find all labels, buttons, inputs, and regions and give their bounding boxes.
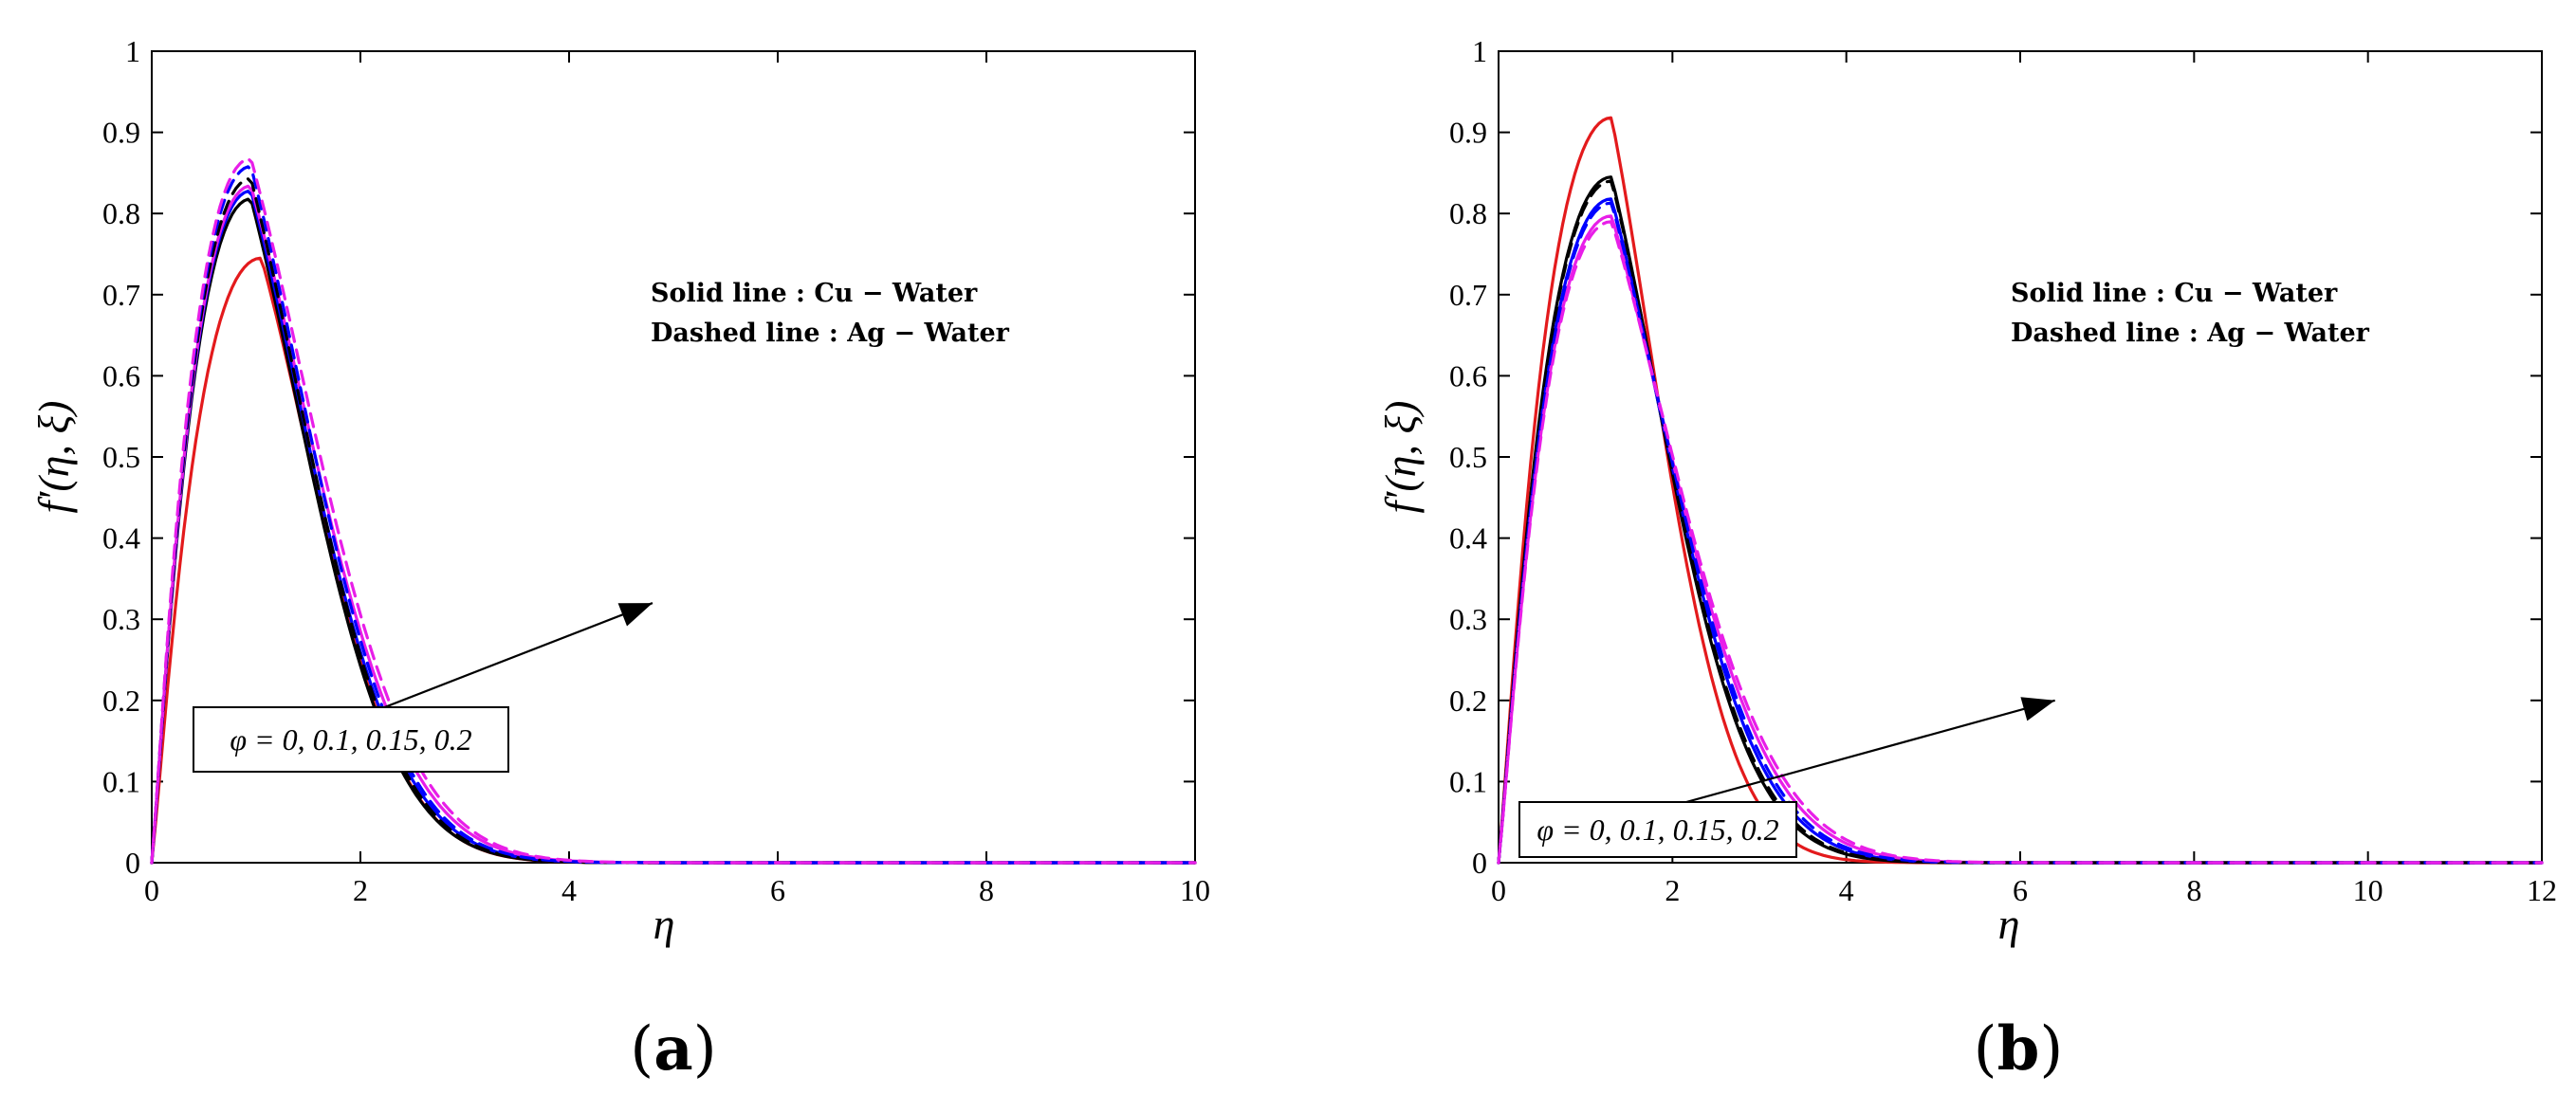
chart-panel-a: 0 2 4 6 8 10 0 0.1 0.2 0.3 0.4 0.5 0.6 0.7 0.8 0.9 1 Sol… bbox=[29, 34, 1210, 1085]
ticks-a: 0 2 4 6 8 10 0 0.1 0.2 0.3 0.4 0.5 0.6 0.7 0.8 0.9 1 bbox=[102, 34, 1210, 907]
x-tick-label-b-5: 10 bbox=[2353, 873, 2383, 907]
series-line-b-6 bbox=[1497, 220, 2544, 865]
y-tick-label-b-7: 0.7 bbox=[1449, 278, 1487, 312]
y-tick-label-a-9: 0.9 bbox=[102, 116, 140, 150]
arrow-head-a bbox=[617, 603, 653, 627]
panel-letter-a: a bbox=[653, 1013, 692, 1085]
x-tick-label-b-6: 12 bbox=[2527, 873, 2557, 907]
y-tick-label-b-5: 0.5 bbox=[1449, 440, 1487, 474]
y-tick-label-b-10: 1 bbox=[1472, 34, 1487, 68]
annotation-text-b: φ = 0, 0.1, 0.15, 0.2 bbox=[1536, 812, 1778, 847]
series-line-a-6 bbox=[150, 156, 1197, 865]
x-tick-label-a-3: 6 bbox=[770, 873, 785, 907]
phi-arrow-b bbox=[1672, 697, 2055, 808]
y-tick-label-a-10: 1 bbox=[125, 34, 140, 68]
y-tick-label-a-5: 0.5 bbox=[102, 440, 140, 474]
y-axis-label-b: f′(η, ξ) bbox=[1376, 401, 1425, 514]
y-tick-label-b-4: 0.4 bbox=[1449, 521, 1487, 556]
curves-a bbox=[150, 156, 1197, 865]
y-tick-label-b-9: 0.9 bbox=[1449, 116, 1487, 150]
curves-b bbox=[1497, 116, 2544, 865]
x-tick-label-b-3: 6 bbox=[2013, 873, 2028, 907]
y-tick-label-a-1: 0.1 bbox=[102, 764, 140, 798]
x-tick-label-b-0: 0 bbox=[1491, 873, 1506, 907]
y-tick-label-b-6: 0.6 bbox=[1449, 358, 1487, 392]
legend-b: Solid line : Cu − Water Dashed line : Ag… bbox=[2011, 279, 2370, 348]
y-tick-label-b-1: 0.1 bbox=[1449, 764, 1487, 798]
x-tick-label-a-4: 8 bbox=[979, 873, 994, 907]
phi-arrow-a bbox=[359, 602, 653, 718]
arrow-head-b bbox=[2020, 697, 2055, 721]
x-axis-label-b: η bbox=[1998, 900, 2020, 948]
annotation-box-b: φ = 0, 0.1, 0.15, 0.2 bbox=[1518, 801, 1797, 858]
y-tick-label-a-7: 0.7 bbox=[102, 278, 140, 312]
legend-a: Solid line : Cu − Water Dashed line : Ag… bbox=[651, 279, 1010, 348]
panel-letter-b: b bbox=[1997, 1013, 2040, 1085]
ticks-b: 0 2 4 6 8 10 12 0 0.1 0.2 0.3 0.4 0.5 0.6 0.7 0.8 0.9 1 bbox=[1449, 34, 2557, 907]
legend-entry-solid-a: Solid line : Cu − Water bbox=[651, 279, 978, 308]
legend-entry-dashed-a: Dashed line : Ag − Water bbox=[651, 319, 1010, 348]
series-line-b-0 bbox=[1497, 116, 2544, 865]
x-axis-label-a: η bbox=[653, 900, 675, 948]
y-tick-label-b-3: 0.3 bbox=[1449, 602, 1487, 636]
y-tick-label-a-8: 0.8 bbox=[102, 196, 140, 230]
y-tick-label-a-4: 0.4 bbox=[102, 521, 140, 556]
y-tick-label-b-8: 0.8 bbox=[1449, 196, 1487, 230]
x-tick-label-b-4: 8 bbox=[2186, 873, 2201, 907]
x-tick-label-b-1: 2 bbox=[1665, 873, 1680, 907]
y-tick-label-a-0: 0 bbox=[125, 846, 140, 880]
y-tick-label-b-2: 0.2 bbox=[1449, 684, 1487, 718]
y-tick-label-a-2: 0.2 bbox=[102, 684, 140, 718]
y-tick-label-a-6: 0.6 bbox=[102, 358, 140, 392]
panel-label-a: (a) bbox=[630, 1013, 716, 1085]
x-tick-label-a-5: 10 bbox=[1180, 873, 1210, 907]
x-tick-label-a-1: 2 bbox=[353, 873, 368, 907]
legend-entry-solid-b: Solid line : Cu − Water bbox=[2011, 279, 2338, 308]
x-tick-label-a-0: 0 bbox=[144, 873, 159, 907]
annotation-box-a: φ = 0, 0.1, 0.15, 0.2 bbox=[193, 706, 509, 773]
annotation-frame-b bbox=[1518, 801, 1797, 858]
y-tick-label-a-3: 0.3 bbox=[102, 602, 140, 636]
arrow-shaft-a bbox=[359, 602, 653, 718]
y-axis-label-a: f′(η, ξ) bbox=[29, 401, 78, 514]
y-tick-label-b-0: 0 bbox=[1472, 846, 1487, 880]
chart-panel-b: 0 2 4 6 8 10 12 0 0.1 0.2 0.3 0.4 0.5 0.6 0.7 0.8 0.9 1 S… bbox=[1376, 34, 2557, 1085]
x-tick-label-b-2: 4 bbox=[1839, 873, 1854, 907]
series-line-b-3 bbox=[1497, 214, 2544, 865]
panel-label-b: (b) bbox=[1974, 1013, 2064, 1085]
annotation-text-a: φ = 0, 0.1, 0.15, 0.2 bbox=[230, 722, 471, 757]
plot-frame-b bbox=[1498, 50, 2543, 864]
x-tick-label-a-2: 4 bbox=[561, 873, 577, 907]
legend-entry-dashed-b: Dashed line : Ag − Water bbox=[2011, 319, 2370, 348]
annotation-frame-a bbox=[193, 706, 509, 773]
arrow-shaft-b bbox=[1672, 699, 2055, 808]
